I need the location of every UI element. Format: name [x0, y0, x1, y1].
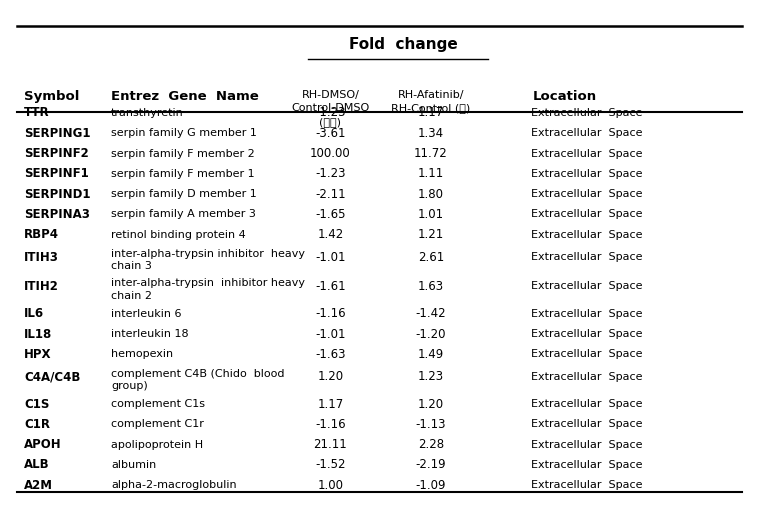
Text: complement C4B (Chido  blood
group): complement C4B (Chido blood group): [111, 368, 285, 390]
Text: SERPINF2: SERPINF2: [24, 147, 89, 160]
Text: 1.63: 1.63: [418, 279, 444, 292]
Text: serpin family F member 2: serpin family F member 2: [111, 148, 255, 158]
Text: transthyretin: transthyretin: [111, 108, 184, 118]
Text: 21.11: 21.11: [313, 437, 347, 450]
Text: 1.42: 1.42: [317, 228, 344, 241]
Text: -2.19: -2.19: [416, 458, 446, 470]
Text: Extracellular  Space: Extracellular Space: [531, 281, 642, 291]
Text: -1.20: -1.20: [416, 327, 446, 340]
Text: Extracellular  Space: Extracellular Space: [531, 108, 642, 118]
Text: SERPIND1: SERPIND1: [24, 187, 90, 200]
Text: -1.61: -1.61: [315, 279, 345, 292]
Text: complement C1r: complement C1r: [111, 418, 204, 429]
Text: serpin family G member 1: serpin family G member 1: [111, 128, 257, 138]
Text: APOH: APOH: [24, 437, 61, 450]
Text: 1.00: 1.00: [317, 478, 343, 491]
Text: -1.01: -1.01: [315, 327, 345, 340]
Text: ITIH2: ITIH2: [24, 279, 59, 292]
Text: SERPINA3: SERPINA3: [24, 208, 90, 220]
Text: serpin family D member 1: serpin family D member 1: [111, 189, 257, 199]
Text: inter-alpha-trypsin inhibitor  heavy
chain 3: inter-alpha-trypsin inhibitor heavy chai…: [111, 248, 305, 271]
Text: 1.23: 1.23: [418, 370, 444, 382]
Text: 100.00: 100.00: [310, 147, 351, 160]
Text: -3.61: -3.61: [315, 127, 345, 139]
Text: Extracellular  Space: Extracellular Space: [531, 399, 642, 408]
Text: hemopexin: hemopexin: [111, 349, 173, 359]
Text: retinol binding protein 4: retinol binding protein 4: [111, 229, 246, 239]
Text: -1.23: -1.23: [315, 106, 345, 119]
Text: -2.11: -2.11: [315, 187, 345, 200]
Text: 11.72: 11.72: [414, 147, 448, 160]
Text: complement C1s: complement C1s: [111, 399, 205, 408]
Text: -1.09: -1.09: [416, 478, 446, 491]
Text: Extracellular  Space: Extracellular Space: [531, 371, 642, 381]
Text: Extracellular  Space: Extracellular Space: [531, 229, 642, 239]
Text: inter-alpha-trypsin  inhibitor heavy
chain 2: inter-alpha-trypsin inhibitor heavy chai…: [111, 278, 305, 300]
Text: -1.52: -1.52: [315, 458, 345, 470]
Text: Extracellular  Space: Extracellular Space: [531, 308, 642, 318]
Text: Extracellular  Space: Extracellular Space: [531, 328, 642, 338]
Text: -1.13: -1.13: [416, 417, 446, 430]
Text: -1.42: -1.42: [416, 307, 446, 320]
Text: 1.49: 1.49: [417, 347, 444, 360]
Text: Extracellular  Space: Extracellular Space: [531, 128, 642, 138]
Text: serpin family F member 1: serpin family F member 1: [111, 168, 255, 179]
Text: C4A/C4B: C4A/C4B: [24, 370, 80, 382]
Text: interleukin 6: interleukin 6: [111, 308, 181, 318]
Text: Extracellular  Space: Extracellular Space: [531, 168, 642, 179]
Text: Fold  change: Fold change: [349, 37, 458, 52]
Text: Extracellular  Space: Extracellular Space: [531, 189, 642, 199]
Text: SERPINF1: SERPINF1: [24, 167, 89, 180]
Text: -1.23: -1.23: [315, 167, 345, 180]
Text: C1S: C1S: [24, 397, 49, 410]
Text: Extracellular  Space: Extracellular Space: [531, 251, 642, 262]
Text: Symbol: Symbol: [24, 90, 80, 103]
Text: RH-DMSO/
Control-DMSO
(감염): RH-DMSO/ Control-DMSO (감염): [291, 90, 370, 126]
Text: Extracellular  Space: Extracellular Space: [531, 439, 642, 449]
Text: 1.80: 1.80: [418, 187, 444, 200]
Text: Extracellular  Space: Extracellular Space: [531, 148, 642, 158]
Text: SERPING1: SERPING1: [24, 127, 90, 139]
Text: RH-Afatinib/
RH-Control (약): RH-Afatinib/ RH-Control (약): [392, 90, 471, 113]
Text: 1.20: 1.20: [317, 370, 343, 382]
Text: interleukin 18: interleukin 18: [111, 328, 189, 338]
Text: serpin family A member 3: serpin family A member 3: [111, 209, 256, 219]
Text: 2.28: 2.28: [418, 437, 444, 450]
Text: ALB: ALB: [24, 458, 49, 470]
Text: apolipoprotein H: apolipoprotein H: [111, 439, 203, 449]
Text: albumin: albumin: [111, 459, 156, 469]
Text: 2.61: 2.61: [417, 250, 444, 263]
Text: Extracellular  Space: Extracellular Space: [531, 459, 642, 469]
Text: A2M: A2M: [24, 478, 53, 491]
Text: 1.11: 1.11: [417, 167, 444, 180]
Text: 1.01: 1.01: [418, 208, 444, 220]
Text: -1.01: -1.01: [315, 250, 345, 263]
Text: 1.17: 1.17: [317, 397, 344, 410]
Text: Extracellular  Space: Extracellular Space: [531, 349, 642, 359]
Text: -1.16: -1.16: [315, 417, 345, 430]
Text: Extracellular  Space: Extracellular Space: [531, 209, 642, 219]
Text: -1.65: -1.65: [315, 208, 345, 220]
Text: RBP4: RBP4: [24, 228, 59, 241]
Text: -1.16: -1.16: [315, 307, 345, 320]
Text: 1.20: 1.20: [418, 397, 444, 410]
Text: alpha-2-macroglobulin: alpha-2-macroglobulin: [111, 479, 237, 489]
Text: Extracellular  Space: Extracellular Space: [531, 418, 642, 429]
Text: C1R: C1R: [24, 417, 50, 430]
Text: 1.34: 1.34: [418, 127, 444, 139]
Text: HPX: HPX: [24, 347, 52, 360]
Text: IL6: IL6: [24, 307, 44, 320]
Text: 1.21: 1.21: [417, 228, 444, 241]
Text: Entrez  Gene  Name: Entrez Gene Name: [111, 90, 259, 103]
Text: TTR: TTR: [24, 106, 49, 119]
Text: 1.17: 1.17: [417, 106, 444, 119]
Text: IL18: IL18: [24, 327, 52, 340]
Text: Location: Location: [533, 90, 597, 103]
Text: ITIH3: ITIH3: [24, 250, 59, 263]
Text: -1.63: -1.63: [315, 347, 345, 360]
Text: Extracellular  Space: Extracellular Space: [531, 479, 642, 489]
